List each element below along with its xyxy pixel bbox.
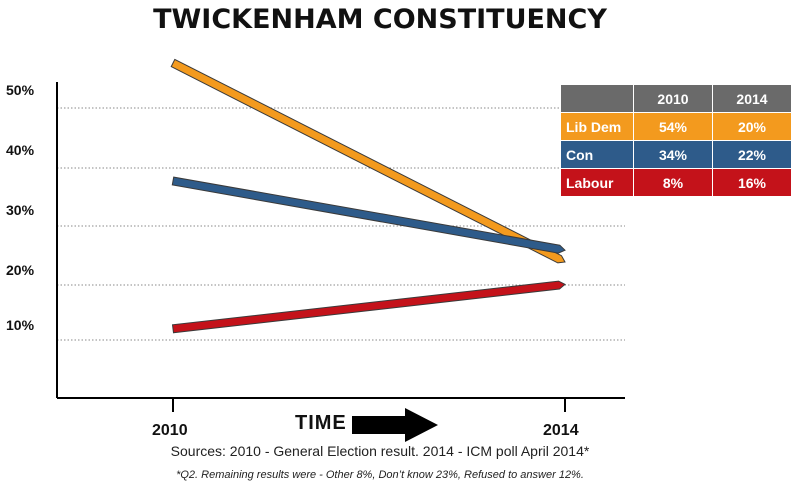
x-tick-label: 2010 [152, 422, 188, 439]
y-tick-label: 10% [6, 317, 35, 333]
axes [56, 82, 625, 412]
x-tick-label: 2014 [543, 422, 579, 439]
series-line [171, 280, 566, 334]
gridlines [57, 107, 625, 341]
results-table: 2010 2014 Lib Dem 54% 20% Con 34% 22% La… [560, 84, 792, 197]
y-tick-label: 30% [6, 202, 35, 218]
sources-note: Sources: 2010 - General Election result.… [170, 443, 590, 459]
value-cell: 34% [633, 140, 713, 169]
party-cell: Lib Dem [560, 112, 634, 141]
table-header-cell: 2010 [633, 84, 713, 113]
time-arrow [352, 408, 438, 442]
party-cell: Labour [560, 168, 634, 197]
x-axis-label: TIME [295, 412, 347, 434]
value-cell: 54% [633, 112, 713, 141]
value-cell: 8% [633, 168, 713, 197]
table-row: Labour 8% 16% [560, 168, 792, 197]
series-line [170, 58, 566, 264]
table-row: Lib Dem 54% 20% [560, 112, 792, 141]
table-header-cell [560, 84, 634, 113]
y-tick-label: 20% [6, 262, 35, 278]
party-cell: Con [560, 140, 634, 169]
table-header-row: 2010 2014 [560, 84, 792, 113]
table-row: Con 34% 22% [560, 140, 792, 169]
series-line [171, 176, 566, 254]
y-tick-label: 50% [6, 82, 35, 98]
value-cell: 22% [712, 140, 792, 169]
footnote: *Q2. Remaining results were - Other 8%, … [176, 469, 584, 481]
time-arrow-shape [352, 408, 438, 442]
chart-title: TWICKENHAM CONSTITUENCY [153, 4, 607, 35]
value-cell: 16% [712, 168, 792, 197]
value-cell: 20% [712, 112, 792, 141]
y-tick-label: 40% [6, 142, 35, 158]
series-lines [170, 58, 566, 334]
table-header-cell: 2014 [712, 84, 792, 113]
